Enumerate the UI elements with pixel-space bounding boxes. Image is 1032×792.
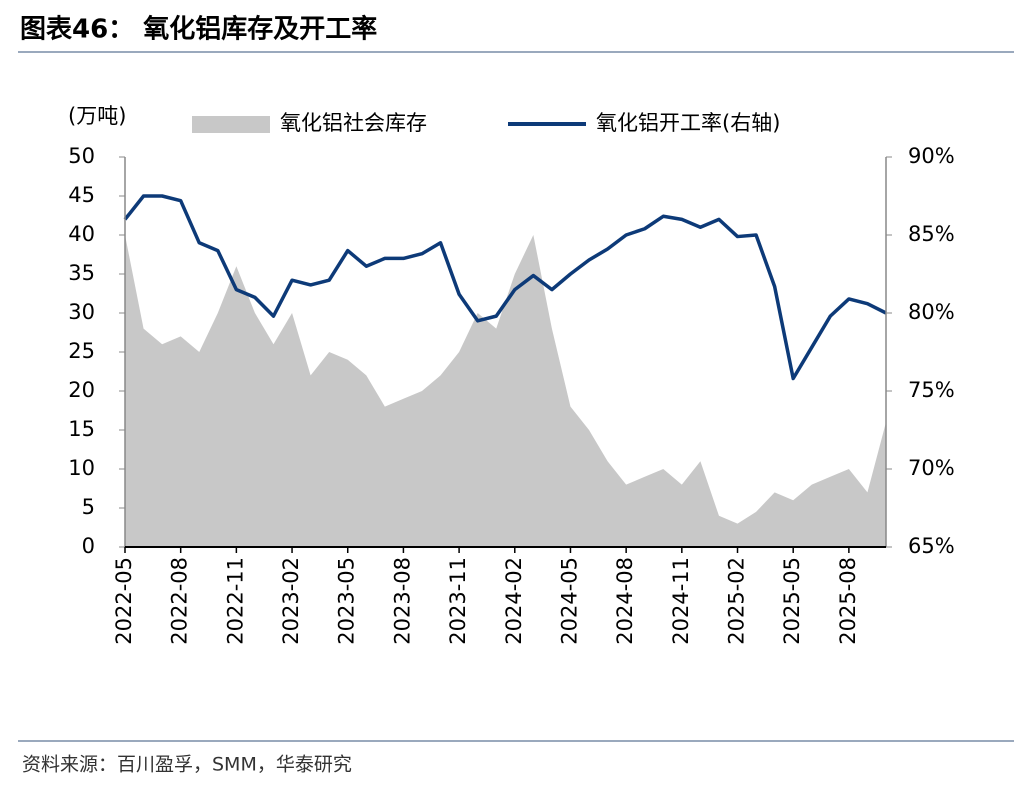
x-tick-label: 2023-11 [446, 557, 470, 645]
y-tick-label: 15 [68, 417, 95, 441]
chart-title: 图表46： 氧化铝库存及开工率 [20, 14, 377, 45]
y2-tick-label: 90% [908, 144, 955, 168]
x-tick-label: 2022-05 [112, 557, 136, 645]
y-tick-label: 50 [68, 144, 95, 168]
y-tick-label: 45 [68, 183, 95, 207]
x-tick-label: 2024-02 [502, 557, 526, 645]
legend-label: 氧化铝社会库存 [280, 111, 427, 135]
x-tick-label: 2022-11 [223, 557, 247, 645]
y-tick-label: 40 [68, 222, 95, 246]
y-tick-label: 20 [68, 378, 95, 402]
y-axis-label: (万吨) [68, 104, 126, 128]
y-tick-label: 0 [82, 534, 95, 558]
x-tick-label: 2023-08 [390, 557, 414, 645]
source: 资料来源：百川盈孚，SMM，华泰研究 [22, 754, 352, 776]
x-tick-label: 2024-11 [669, 557, 693, 645]
y2-tick-label: 70% [908, 456, 955, 480]
x-tick-label: 2025-08 [836, 557, 860, 645]
legend-swatch [192, 116, 270, 133]
y2-tick-label: 80% [908, 300, 955, 324]
y2-tick-label: 65% [908, 534, 955, 558]
x-tick-label: 2025-02 [725, 557, 749, 645]
y2-tick-label: 75% [908, 378, 955, 402]
legend-label: 氧化铝开工率(右轴) [596, 111, 780, 135]
y-tick-label: 30 [68, 300, 95, 324]
x-tick-label: 2024-05 [557, 557, 581, 645]
x-tick-label: 2023-05 [335, 557, 359, 645]
x-tick-label: 2022-08 [168, 557, 192, 645]
y-tick-label: 25 [68, 339, 95, 363]
y-tick-label: 35 [68, 261, 95, 285]
inventory-area [125, 235, 886, 547]
x-tick-label: 2025-05 [780, 557, 804, 645]
y2-tick-label: 85% [908, 222, 955, 246]
y-tick-label: 10 [68, 456, 95, 480]
y-tick-label: 5 [82, 495, 95, 519]
rate-line [123, 194, 887, 381]
x-tick-label: 2023-02 [279, 557, 303, 645]
x-tick-label: 2024-08 [613, 557, 637, 645]
